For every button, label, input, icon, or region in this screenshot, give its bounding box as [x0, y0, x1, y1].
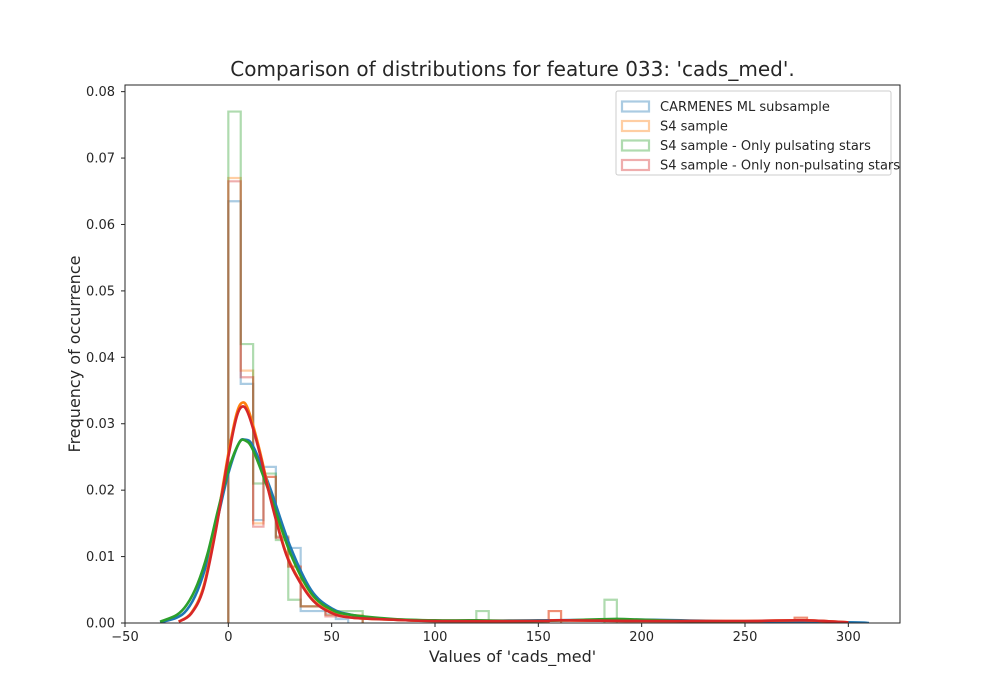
y-tick-label: 0.02 — [86, 484, 115, 499]
x-tick-label: 250 — [733, 630, 758, 645]
y-axis-label: Frequency of occurrence — [65, 256, 84, 453]
y-tick-label: 0.05 — [86, 284, 115, 299]
x-tick-label: 150 — [526, 630, 551, 645]
plot-area — [159, 110, 870, 623]
histogram-series-1 — [227, 176, 809, 623]
legend-box — [615, 90, 892, 176]
chart-title: Comparison of distributions for feature … — [230, 57, 794, 81]
y-tick-label: 0.08 — [86, 85, 115, 100]
y-tick-label: 0.03 — [86, 417, 115, 432]
x-tick-label: 0 — [224, 630, 232, 645]
legend-swatch-1 — [620, 119, 651, 133]
x-tick-label: 50 — [323, 630, 340, 645]
legend-label-2: S4 sample - Only pulsating stars — [660, 139, 871, 154]
legend-label-1: S4 sample — [660, 120, 728, 135]
x-tick-label: 200 — [629, 630, 654, 645]
kde-line-series-2 — [159, 438, 746, 623]
legend: CARMENES ML subsample S4 sample S4 sample … — [615, 90, 900, 176]
x-axis-label: Values of 'cads_med' — [429, 647, 596, 667]
kde-line-series-3 — [178, 405, 849, 623]
y-tick-label: 0.04 — [86, 351, 115, 366]
y-tick-label: 0.06 — [86, 218, 115, 233]
legend-label-0: CARMENES ML subsample — [660, 100, 830, 115]
histogram-series-3 — [227, 180, 809, 623]
legend-swatch-2 — [620, 139, 651, 152]
x-tick-label: 300 — [836, 630, 861, 645]
legend-swatch-0 — [620, 100, 651, 113]
y-tick-label: 0.07 — [86, 152, 115, 167]
legend-label-3: S4 sample - Only non-pulsating stars — [660, 159, 900, 174]
y-tick-label: 0.00 — [86, 617, 115, 632]
axes: −50 0 50 100 150 200 250 300 0.00 0.01 0.02 0.03 0.0… — [86, 85, 861, 645]
legend-swatch-3 — [620, 158, 651, 172]
y-tick-label: 0.01 — [86, 550, 115, 565]
x-tick-label: −50 — [111, 630, 138, 645]
x-tick-label: 100 — [423, 630, 448, 645]
plot-frame — [124, 84, 901, 624]
